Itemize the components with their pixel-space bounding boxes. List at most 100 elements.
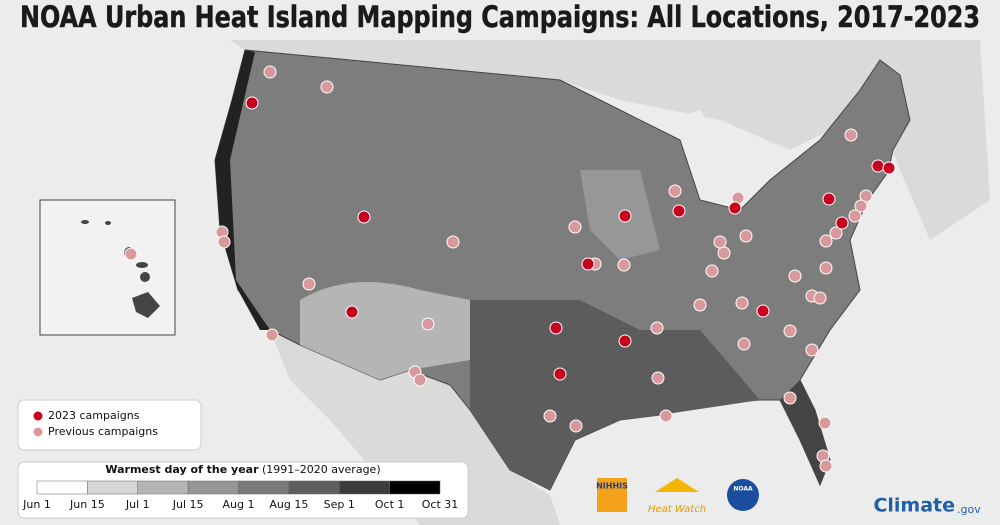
previous-campaign	[717, 246, 731, 260]
colorbar-label: Oct 31	[422, 498, 459, 511]
island	[81, 220, 89, 224]
previous-campaign	[813, 291, 827, 305]
island	[136, 262, 148, 268]
colorbar-segment	[36, 480, 88, 495]
title: NOAA Urban Heat Island Mapping Campaigns…	[20, 0, 980, 34]
colorbar-label: Oct 1	[375, 498, 405, 511]
island	[140, 272, 150, 282]
colorbar-segment	[339, 480, 390, 495]
hawaii-inset	[39, 199, 176, 336]
warm-region	[470, 300, 760, 490]
colorbar-segment	[187, 480, 239, 495]
campaign-2023	[245, 96, 259, 110]
canada	[230, 40, 990, 240]
previous-campaign	[693, 298, 707, 312]
previous-campaign	[819, 234, 833, 248]
legend-marker	[33, 427, 43, 437]
legend-box	[17, 399, 202, 451]
campaign-2023	[835, 216, 849, 230]
previous-campaign	[421, 317, 435, 331]
campaign-2023	[581, 257, 595, 271]
previous-campaign	[818, 416, 832, 430]
previous-campaign	[543, 409, 557, 423]
legend-label: Previous campaigns	[48, 425, 158, 438]
previous-campaign	[413, 373, 427, 387]
nihhis-text: NIHHIS	[596, 482, 628, 491]
island	[105, 221, 111, 225]
campaign-2023	[357, 210, 371, 224]
mexico	[270, 330, 560, 525]
noaa-logo	[727, 479, 759, 511]
campaign-2023	[756, 304, 770, 318]
colorbar-segment	[389, 480, 441, 495]
previous-campaign	[735, 296, 749, 310]
lake	[640, 110, 720, 150]
campaign-2023	[882, 161, 896, 175]
previous-campaign	[651, 371, 665, 385]
island	[132, 292, 160, 318]
colorbar-label: Jul 15	[172, 498, 204, 511]
colorbar: Jun 1 Jun 15 Jul 1 Jul 15 Aug 1 Aug 15 Sep 1 Oc…	[22, 480, 459, 511]
colorbar-label: Jun 1	[22, 498, 51, 511]
campaign-2023	[618, 334, 632, 348]
credit-main: Climate	[873, 495, 955, 517]
colorbar-caption: Warmest day of the year (1991–2020 avera…	[105, 463, 380, 476]
noaa-text: NOAA	[733, 486, 753, 493]
colorbar-segment	[137, 480, 189, 495]
coast-region	[215, 50, 270, 330]
previous-campaign	[650, 321, 664, 335]
previous-campaign	[659, 409, 673, 423]
previous-campaign	[788, 269, 802, 283]
credit-suffix: .gov	[957, 503, 981, 516]
previous-campaign	[217, 235, 231, 249]
campaign-2023	[618, 209, 632, 223]
previous-campaign	[265, 328, 279, 342]
previous-campaign	[737, 337, 751, 351]
previous-campaign	[302, 277, 316, 291]
nihhis-logo	[597, 478, 627, 512]
previous-campaign	[320, 80, 334, 94]
colorbar-label: Sep 1	[324, 498, 355, 511]
previous-campaign	[713, 235, 727, 249]
colorbar-segment	[288, 480, 340, 495]
campaign-2023	[871, 159, 885, 173]
colorbar-segment	[238, 480, 290, 495]
legend: 2023 campaigns Previous campaigns	[33, 409, 158, 438]
campaign-2023	[549, 321, 563, 335]
campaign-2023	[728, 201, 742, 215]
previous-campaign	[783, 324, 797, 338]
colorbar-label: Aug 1	[223, 498, 255, 511]
colorbar-label: Aug 15	[269, 498, 308, 511]
colorbar-label: Jun 15	[69, 498, 105, 511]
campaign-2023	[553, 367, 567, 381]
legend-label: 2023 campaigns	[48, 409, 140, 422]
colorbar-title: Warmest day of the year	[105, 463, 259, 476]
previous-campaign	[854, 199, 868, 213]
previous-campaign	[848, 209, 862, 223]
heatwatch-text: Heat Watch	[648, 504, 706, 515]
previous-campaign	[844, 128, 858, 142]
cool-region	[300, 282, 470, 380]
previous-campaign	[668, 184, 682, 198]
previous-campaign	[124, 247, 138, 261]
campaign-dots	[124, 65, 896, 473]
campaign-2023	[822, 192, 836, 206]
previous-campaign	[819, 261, 833, 275]
colorbar-segment	[87, 480, 138, 495]
colorbar-subtitle: (1991–2020 average)	[262, 463, 381, 476]
previous-campaign	[739, 229, 753, 243]
previous-campaign	[446, 235, 460, 249]
previous-campaign	[705, 264, 719, 278]
previous-campaign	[819, 459, 833, 473]
previous-campaign	[829, 226, 843, 240]
previous-campaign	[263, 65, 277, 79]
previous-campaign	[568, 220, 582, 234]
previous-campaign	[617, 258, 631, 272]
campaign-2023	[672, 204, 686, 218]
heatwatch-sun	[655, 478, 699, 492]
previous-campaign	[805, 343, 819, 357]
legend-marker	[33, 411, 43, 421]
campaign-2023	[345, 305, 359, 319]
